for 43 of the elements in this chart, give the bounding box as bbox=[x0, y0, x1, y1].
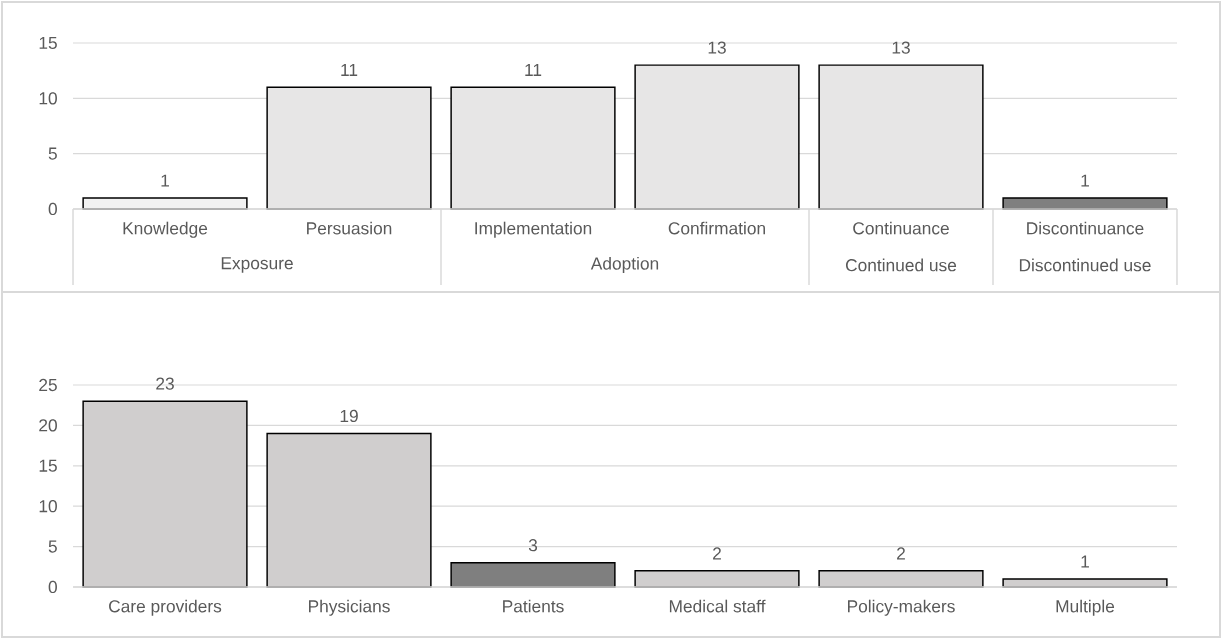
y-tick-label: 10 bbox=[39, 92, 57, 105]
text: Adoption bbox=[590, 256, 659, 274]
x-tick-label: Discontinuance bbox=[1027, 221, 1144, 235]
y-tick-label: 20 bbox=[39, 419, 57, 432]
y-tick-label: 15 bbox=[39, 36, 57, 50]
data-label: 1 bbox=[1081, 174, 1089, 187]
data-label: 13 bbox=[708, 41, 726, 54]
y-tick-label: 5 bbox=[48, 540, 57, 553]
x-tick-label: Physicians bbox=[309, 599, 390, 616]
y-tick-label: 5 bbox=[48, 147, 57, 160]
text: Continued use bbox=[845, 258, 957, 272]
x-tick-label: Persuasion bbox=[307, 221, 392, 235]
text: Exposure bbox=[221, 257, 293, 273]
data-label: 11 bbox=[341, 63, 358, 76]
y-tick-label: 0 bbox=[48, 202, 57, 216]
data-label: 1 bbox=[1081, 555, 1089, 568]
bar bbox=[450, 86, 616, 210]
data-label: 1 bbox=[161, 174, 169, 187]
x-tick-label: Knowledge bbox=[123, 221, 208, 238]
data-label: 23 bbox=[156, 377, 174, 390]
bar bbox=[450, 562, 616, 588]
y-tick-label: 25 bbox=[39, 378, 57, 392]
y-tick-label: 0 bbox=[48, 580, 57, 594]
x-tick-label: Multiple bbox=[1056, 599, 1115, 616]
data-label: 2 bbox=[713, 547, 721, 560]
y-tick-label: 15 bbox=[39, 459, 57, 472]
data-label: 11 bbox=[525, 63, 542, 76]
bar bbox=[818, 64, 984, 210]
x-tick-label: Policy-makers bbox=[848, 599, 955, 616]
data-label: 13 bbox=[892, 41, 910, 54]
data-label: 3 bbox=[528, 539, 538, 552]
data-label: 19 bbox=[340, 409, 358, 423]
x-tick-label: Confirmation bbox=[668, 221, 765, 235]
x-tick-label: Care providers bbox=[109, 599, 222, 616]
x-tick-label: Continuance bbox=[853, 221, 949, 235]
x-tick-label: Medical staff bbox=[669, 599, 766, 613]
y-tick-label: 10 bbox=[39, 500, 57, 513]
x-tick-label: Patients bbox=[503, 599, 564, 613]
bar bbox=[634, 64, 800, 210]
data-label: 2 bbox=[897, 547, 905, 560]
text: Discontinued use bbox=[1019, 258, 1151, 272]
x-tick-label: Implementation bbox=[475, 221, 592, 238]
bar bbox=[266, 86, 432, 210]
